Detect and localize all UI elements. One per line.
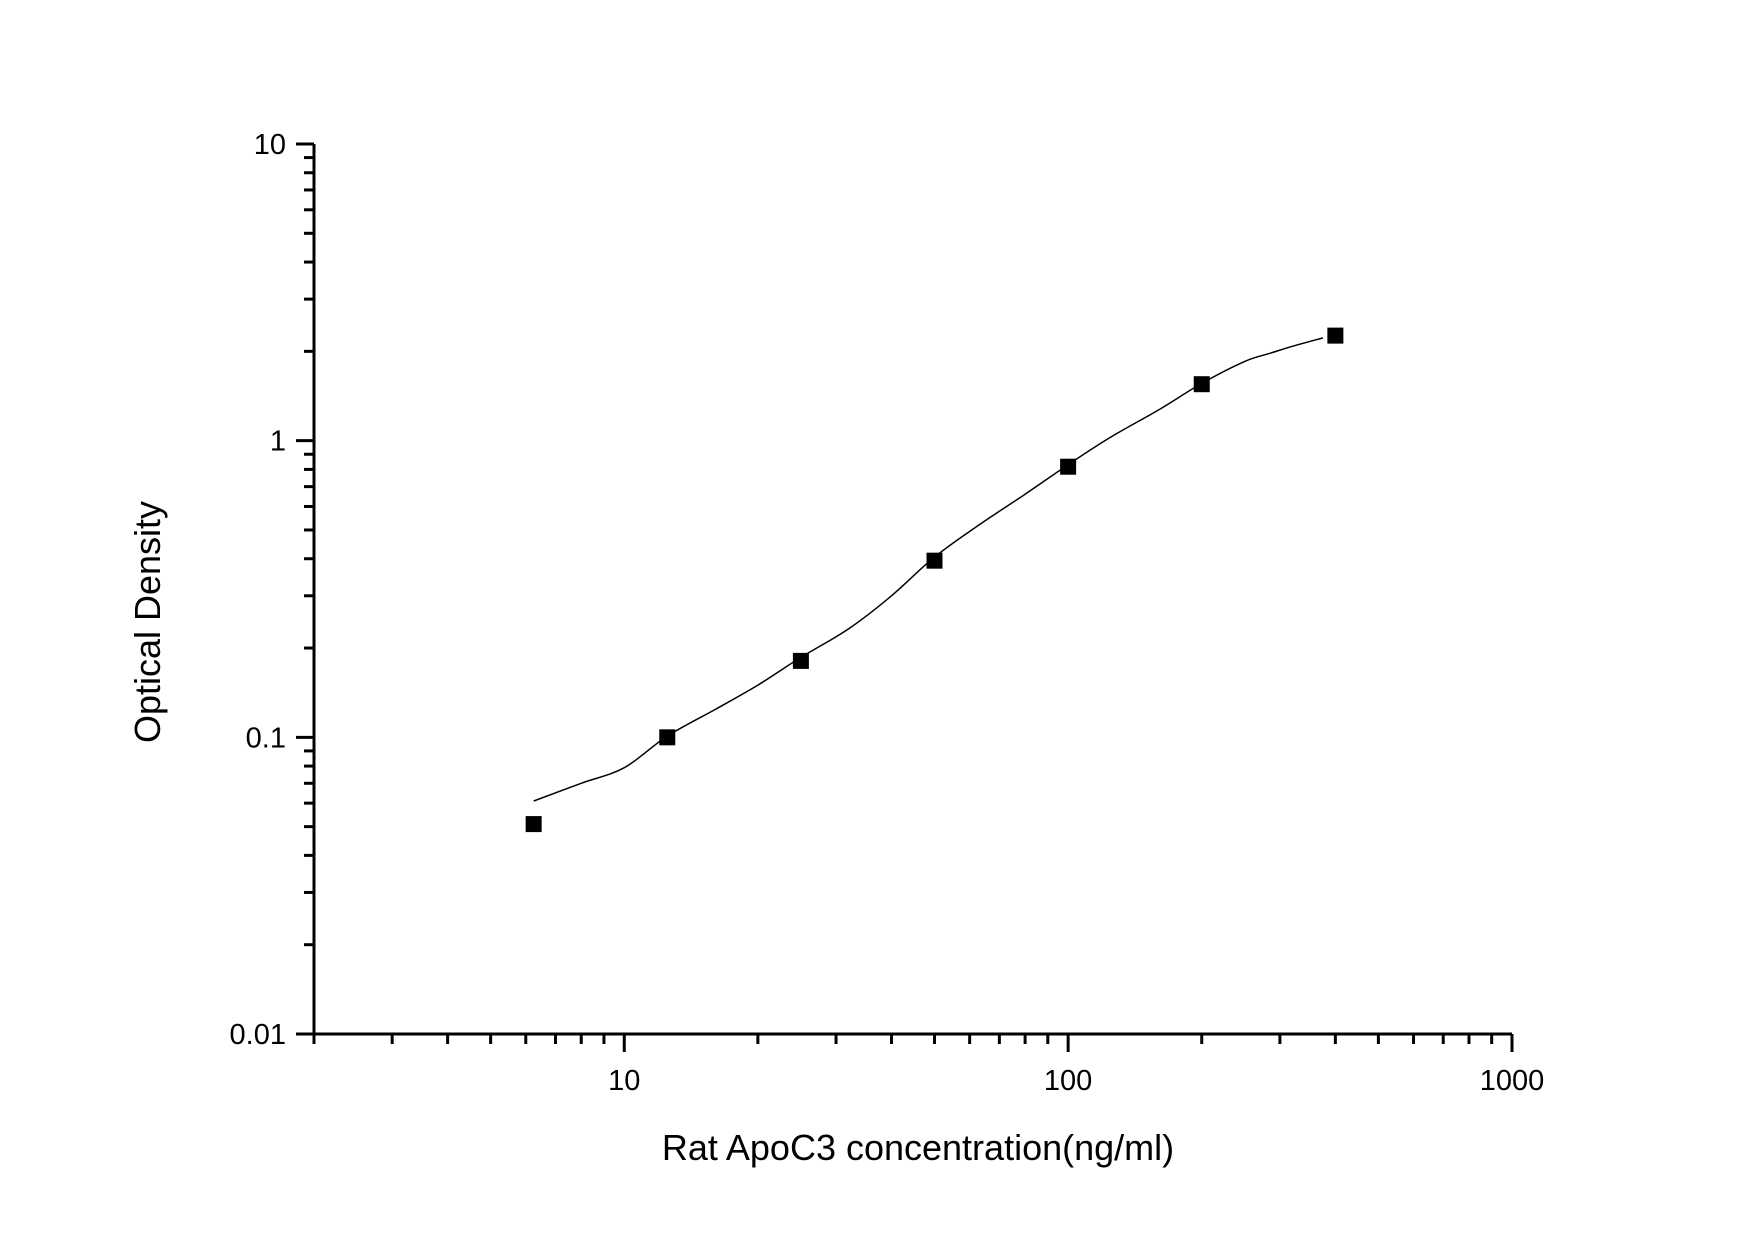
data-point-square	[1060, 458, 1077, 475]
x-tick-label: 100	[1044, 1065, 1092, 1097]
x-tick-label: 10	[608, 1065, 640, 1097]
x-axis: 10 100 1000	[312, 1032, 1545, 1097]
y-tick-label: 0.1	[246, 722, 286, 754]
y-tick-label: 0.01	[230, 1019, 286, 1051]
x-axis-title: Rat ApoC3 concentration(ng/ml)	[662, 1127, 1174, 1168]
y-tick-label: 10	[254, 129, 286, 161]
data-point-square	[525, 816, 542, 833]
data-point-square	[926, 552, 943, 569]
data-point-square	[792, 652, 809, 669]
y-axis-title: Optical Density	[127, 501, 168, 743]
x-tick-label: 1000	[1480, 1065, 1545, 1097]
y-tick-label: 1	[270, 426, 286, 458]
fitted-curve-line	[533, 337, 1324, 802]
data-point-square	[1327, 327, 1344, 344]
data-point-square	[1193, 376, 1210, 393]
data-point-square	[659, 729, 676, 746]
y-axis: 0.01 0.1 1 10	[230, 129, 316, 1051]
data-points	[525, 327, 1344, 833]
fitted-curve	[533, 337, 1324, 802]
